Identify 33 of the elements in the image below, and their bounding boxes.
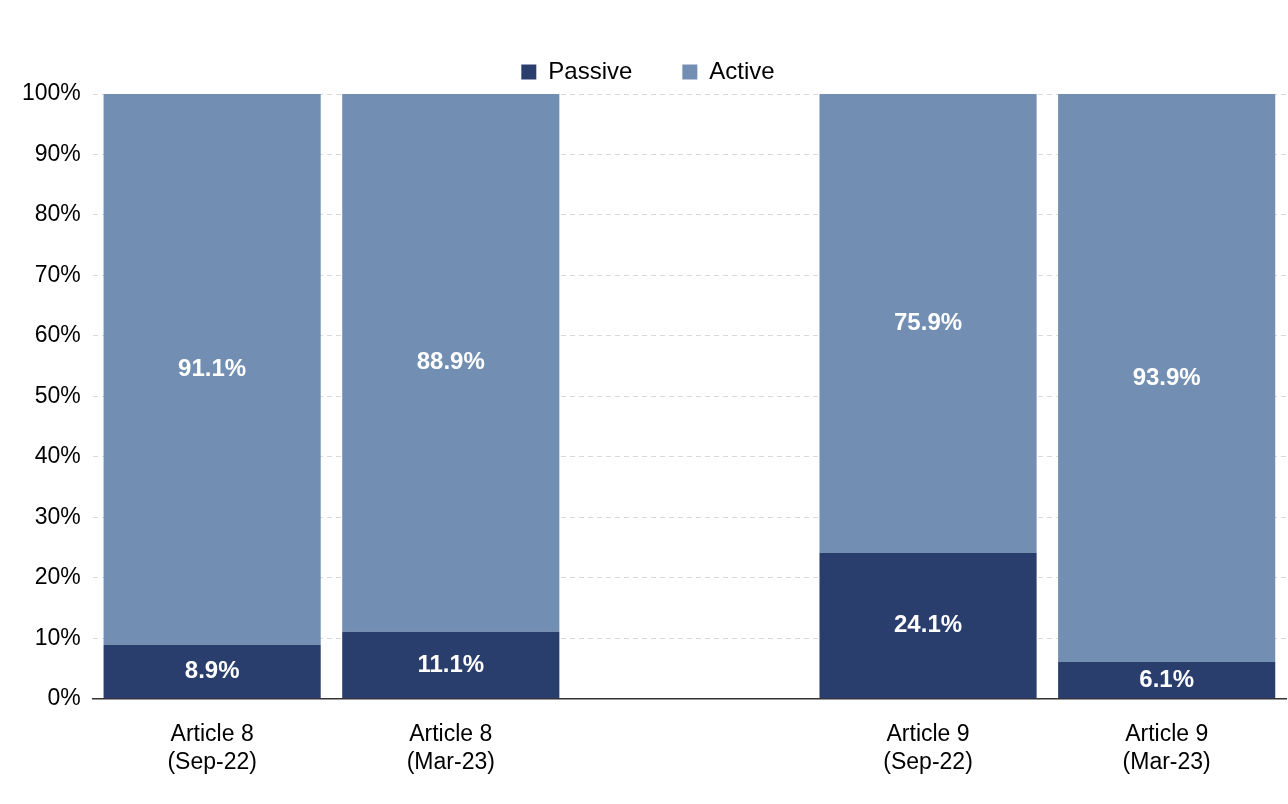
bar (819, 94, 1037, 554)
bar (1058, 94, 1276, 662)
x-tick-label: Article 8 (Sep-22) (167, 719, 257, 774)
y-tick-label: 0% (47, 684, 81, 711)
data-label: 8.9% (184, 656, 240, 684)
y-tick-label: 50% (34, 381, 81, 408)
y-tick-label: 100% (22, 79, 81, 106)
data-label: 6.1% (1139, 664, 1195, 692)
bar (819, 553, 1037, 699)
y-tick-label: 40% (34, 442, 81, 469)
y-tick-label: 70% (34, 260, 81, 287)
x-tick-label: Article 8 (Mar-23) (406, 719, 495, 774)
x-tick-label: Article 9 (Mar-23) (1122, 719, 1211, 774)
bar (342, 94, 560, 632)
y-tick-label: 60% (34, 321, 81, 348)
legend-label: Active (709, 56, 775, 84)
y-tick-label: 80% (34, 200, 81, 227)
data-label: 24.1% (894, 610, 963, 638)
y-tick-label: 20% (34, 563, 81, 590)
bar (342, 631, 560, 699)
bar (103, 644, 321, 699)
y-tick-label: 90% (34, 139, 81, 166)
data-label: 88.9% (416, 347, 485, 375)
y-tick-label: 10% (34, 623, 81, 650)
data-label: 75.9% (894, 308, 963, 336)
x-tick-label: Article 9 (Sep-22) (883, 719, 973, 774)
legend-label: Passive (548, 56, 633, 84)
bar (1058, 661, 1276, 699)
data-label: 91.1% (178, 354, 247, 382)
y-tick-label: 30% (34, 502, 81, 529)
data-label: 93.9% (1132, 362, 1201, 390)
bar (103, 94, 321, 645)
data-label: 11.1% (417, 649, 485, 677)
